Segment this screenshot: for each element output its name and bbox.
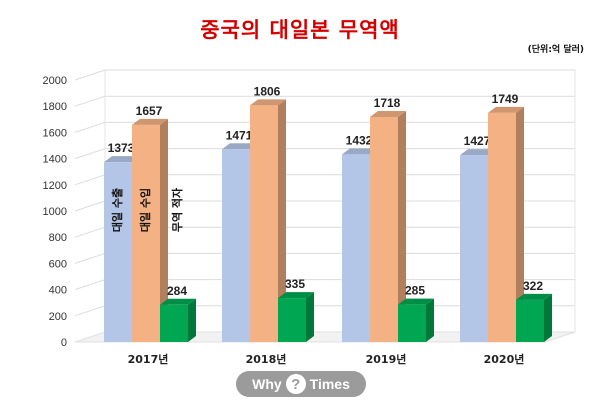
y-tick-label: 1200 <box>43 180 67 192</box>
data-label: 284 <box>167 284 187 298</box>
bar-top <box>250 99 286 106</box>
y-tick-label: 800 <box>49 232 67 244</box>
data-label: 1427 <box>464 134 491 148</box>
bar <box>460 155 488 342</box>
bar-top <box>398 298 434 305</box>
watermark-logo: Why ? Times <box>236 371 366 397</box>
bar-side <box>160 118 168 342</box>
bar <box>104 162 132 342</box>
x-tick-label: 2019년 <box>366 352 407 366</box>
bar-side <box>278 99 286 342</box>
y-tick-label: 200 <box>49 311 67 323</box>
data-label: 285 <box>405 284 425 298</box>
series-label: 대일 수출 <box>110 188 124 232</box>
bar <box>222 149 250 342</box>
gridline <box>74 121 575 133</box>
bar <box>132 124 160 342</box>
y-tick-label: 1800 <box>43 101 67 113</box>
bar <box>398 304 426 342</box>
bar <box>488 112 516 342</box>
bar <box>250 105 278 342</box>
question-icon: ? <box>285 374 306 394</box>
data-label: 322 <box>523 279 543 293</box>
y-tick-label: 2000 <box>43 75 67 87</box>
bar-top <box>370 110 406 117</box>
bar-side <box>516 106 524 342</box>
bar-side <box>544 293 552 342</box>
data-label: 1373 <box>108 141 135 155</box>
y-tick-label: 1000 <box>43 206 67 218</box>
watermark-times: Times <box>309 376 350 392</box>
x-tick-label: 2020년 <box>484 352 525 366</box>
unit-note: (단위:억 달러) <box>527 45 584 55</box>
bar-top <box>516 293 552 300</box>
x-tick-label: 2017년 <box>128 352 169 366</box>
bar-top <box>460 149 496 156</box>
bar-side <box>306 292 314 342</box>
x-tick-label: 2018년 <box>246 352 287 366</box>
bar-side <box>398 110 406 342</box>
data-label: 1806 <box>254 84 281 98</box>
series-label: 대일 수입 <box>138 188 152 232</box>
data-label: 1657 <box>136 104 163 118</box>
bar-side <box>188 298 196 342</box>
bar-top <box>132 118 168 125</box>
data-label: 1471 <box>226 128 253 142</box>
y-tick-label: 400 <box>49 285 67 297</box>
bar-top <box>278 292 314 299</box>
gridline <box>74 69 575 81</box>
data-label: 1749 <box>492 92 519 106</box>
bar-top <box>104 156 140 163</box>
gridline <box>74 95 575 107</box>
bar <box>516 299 544 342</box>
bar-top <box>488 106 524 113</box>
data-label: 1432 <box>346 133 373 147</box>
watermark-why: Why <box>252 376 282 392</box>
data-label: 1718 <box>374 96 401 110</box>
bar <box>342 154 370 342</box>
y-tick-label: 600 <box>49 258 67 270</box>
bar-side <box>426 298 434 342</box>
bar-top <box>342 148 378 155</box>
bar-top <box>160 298 196 305</box>
chart-title: 중국의 대일본 무역액 <box>200 18 400 42</box>
y-tick-label: 1600 <box>43 127 67 139</box>
bar <box>278 298 306 342</box>
series-label: 무역 적자 <box>170 187 184 232</box>
bar-top <box>222 143 258 150</box>
data-label: 335 <box>285 277 305 291</box>
bar <box>370 116 398 342</box>
y-tick-label: 1400 <box>43 154 67 166</box>
y-tick-label: 0 <box>61 337 67 349</box>
gridline <box>74 148 575 160</box>
bar <box>160 304 188 342</box>
